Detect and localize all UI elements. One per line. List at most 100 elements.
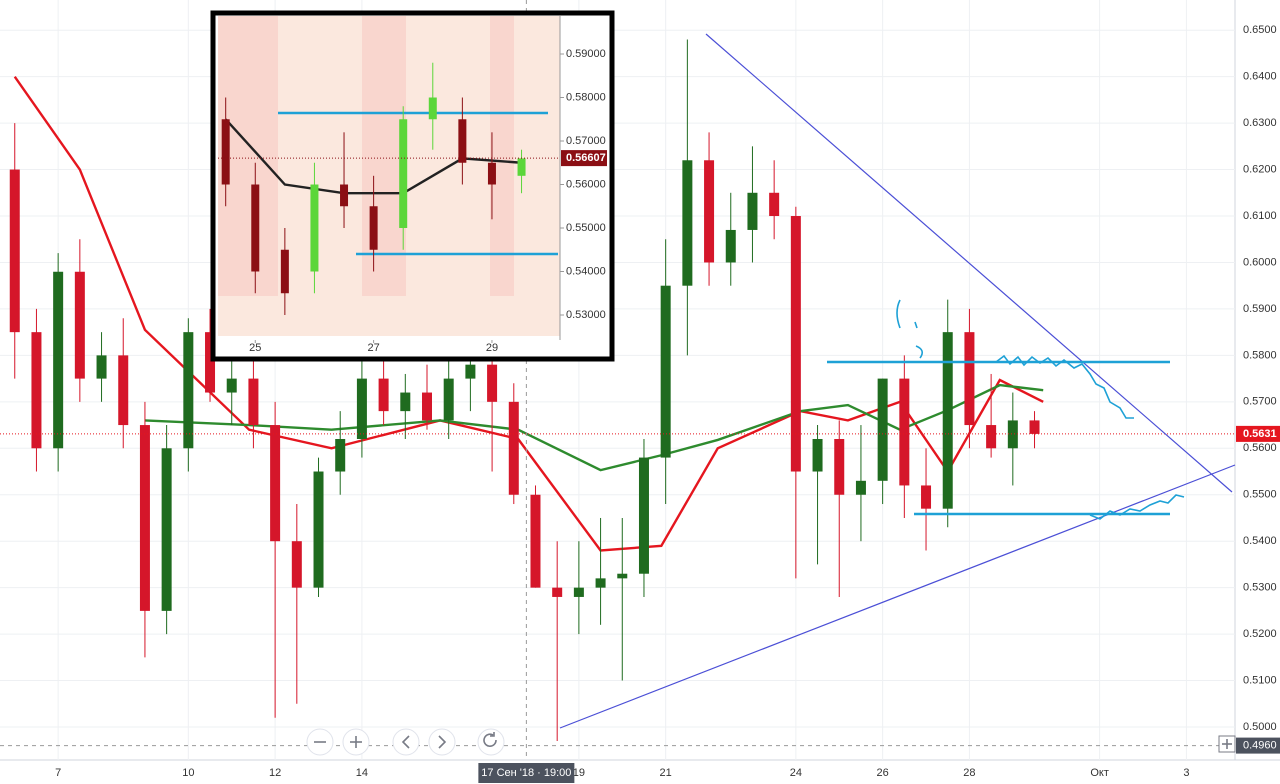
candle-body <box>487 364 498 402</box>
x-tick-label: Окт <box>1090 767 1109 779</box>
candle-body <box>421 392 432 421</box>
price-axis <box>1235 0 1280 784</box>
candle-body <box>378 378 389 412</box>
y-tick-label: 0.57000 <box>566 135 606 147</box>
candle-body <box>291 541 302 588</box>
x-tick-label: 24 <box>790 767 802 779</box>
add-button[interactable] <box>1218 735 1236 753</box>
y-tick-label: 0.5100 <box>1243 674 1277 686</box>
indicator-line <box>13 75 1044 552</box>
last-price-tag <box>1236 425 1280 442</box>
y-tick-label: 0.5300 <box>1243 582 1277 594</box>
y-tick-label: 0.6300 <box>1243 117 1277 129</box>
candle-body <box>725 229 736 263</box>
hand-drawing <box>1089 494 1185 520</box>
candle-body <box>660 285 671 458</box>
candle-body <box>942 332 953 509</box>
y-tick-label: 0.5500 <box>1243 489 1277 501</box>
candle-body <box>747 192 758 230</box>
y-tick-label: 0.54000 <box>566 265 606 277</box>
drawings <box>559 33 1236 729</box>
x-tick-label: 29 <box>486 342 498 354</box>
candle-body <box>280 249 289 294</box>
candle-body <box>118 355 129 426</box>
candle-body <box>877 378 888 481</box>
candle-body <box>1007 420 1018 449</box>
y-tick-label: 0.55000 <box>566 222 606 234</box>
x-tick-label: 10 <box>182 767 194 779</box>
candle-body <box>812 438 823 472</box>
candle-body <box>205 332 216 393</box>
candle-body <box>161 448 172 611</box>
zoom-in-button[interactable] <box>342 728 370 756</box>
toolbar <box>306 728 1236 756</box>
reset-button[interactable] <box>477 728 505 756</box>
y-tick-label: 0.5400 <box>1243 535 1277 547</box>
candle-body <box>465 364 476 379</box>
y-tick-label: 0.6100 <box>1243 210 1277 222</box>
scroll-right-button[interactable] <box>428 728 456 756</box>
candle-body <box>855 480 866 495</box>
candle-body <box>183 332 194 449</box>
candle-body <box>270 425 281 542</box>
hand-drawing <box>995 354 1134 419</box>
indicator-line <box>144 383 1044 472</box>
candle-body <box>508 401 519 495</box>
x-tick-label: 28 <box>963 767 975 779</box>
x-tick-label: 3 <box>1183 767 1189 779</box>
candle-body <box>790 216 801 472</box>
y-tick-label: 0.6400 <box>1243 71 1277 83</box>
crosshair-y-tag <box>1236 737 1280 754</box>
trendline <box>705 33 1233 493</box>
candle-body <box>248 378 259 426</box>
y-tick-label: 0.6000 <box>1243 256 1277 268</box>
candle-body <box>638 457 649 574</box>
last-price-label: 0.56607 <box>566 152 606 164</box>
candle-body <box>986 425 997 449</box>
hand-drawing <box>896 299 924 359</box>
inset-shade <box>490 16 514 296</box>
x-tick-label: 25 <box>249 342 261 354</box>
x-tick-label: 14 <box>356 767 368 779</box>
y-tick-label: 0.58000 <box>566 91 606 103</box>
y-tick-label: 0.5900 <box>1243 303 1277 315</box>
candle-body <box>921 485 932 509</box>
candle-body <box>682 160 693 286</box>
candle-body <box>834 438 845 495</box>
candle-body <box>517 158 526 176</box>
y-tick-label: 0.6200 <box>1243 163 1277 175</box>
candle-body <box>443 378 454 421</box>
candle-body <box>595 578 606 588</box>
last-price-tag <box>561 150 607 167</box>
x-tick-label: 27 <box>367 342 379 354</box>
last-price-label: 0.5631 <box>1243 428 1277 440</box>
x-tick-label: 7 <box>55 767 61 779</box>
candle-body <box>428 97 437 120</box>
scroll-left-button[interactable] <box>392 728 420 756</box>
y-tick-label: 0.53000 <box>566 309 606 321</box>
zoom-out-button[interactable] <box>306 728 334 756</box>
x-tick-label: 26 <box>877 767 889 779</box>
y-tick-label: 0.6500 <box>1243 24 1277 36</box>
candle-body <box>964 332 975 426</box>
candle-body <box>251 184 260 272</box>
x-tick-label: 12 <box>269 767 281 779</box>
y-tick-label: 0.5800 <box>1243 349 1277 361</box>
candle-body <box>31 332 42 449</box>
y-tick-label: 0.56000 <box>566 178 606 190</box>
candle-body <box>617 573 628 579</box>
y-tick-label: 0.5000 <box>1243 721 1277 733</box>
candle-body <box>74 271 85 379</box>
candle-body <box>769 192 780 217</box>
candle-body <box>226 378 237 393</box>
candle-body <box>487 162 496 185</box>
crosshair-y-label: 0.4960 <box>1243 740 1277 752</box>
trendline <box>559 464 1236 729</box>
candle-body <box>458 119 467 163</box>
y-tick-label: 0.59000 <box>566 48 606 60</box>
crosshair-x-tag <box>478 763 575 783</box>
candle-body <box>552 587 563 597</box>
y-tick-label: 0.5200 <box>1243 628 1277 640</box>
inset-shade <box>362 16 406 296</box>
